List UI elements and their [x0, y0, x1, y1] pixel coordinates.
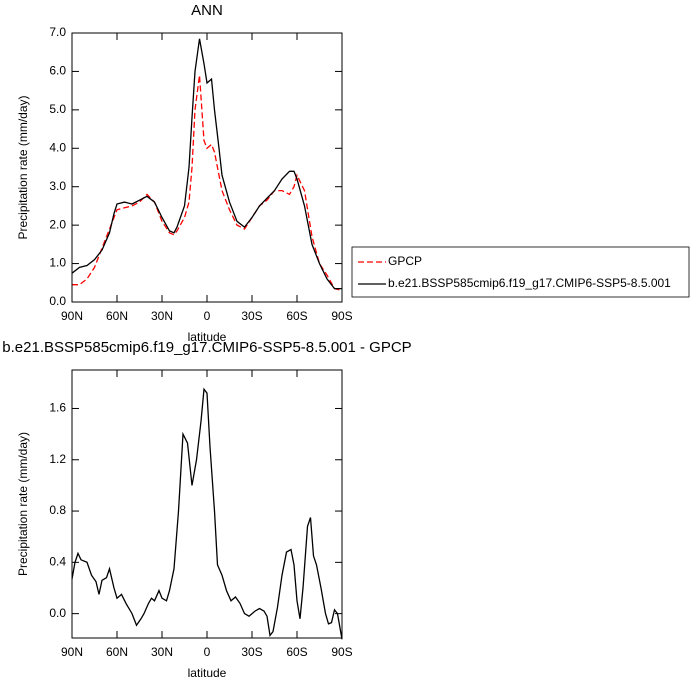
x-tick-label: 0	[204, 309, 211, 323]
x-tick-label: 30N	[151, 309, 173, 323]
panel: b.e21.BSSP585cmip6.f19_g17.CMIP6-SSP5-8.…	[2, 339, 411, 680]
y-tick-label: 0.0	[49, 606, 66, 620]
chart-title: b.e21.BSSP585cmip6.f19_g17.CMIP6-SSP5-8.…	[2, 339, 411, 356]
x-tick-label: 90N	[61, 645, 83, 659]
y-axis-label: Precipitation rate (mm/day)	[16, 432, 30, 576]
line-series	[71, 38, 342, 290]
x-tick-label: 90N	[61, 309, 83, 323]
x-axis-label: latitude	[188, 666, 227, 680]
y-tick-label: 4.0	[49, 140, 66, 154]
x-axis-label: latitude	[188, 330, 227, 344]
plot-frame	[71, 369, 343, 639]
legend-label: GPCP	[388, 254, 422, 268]
y-tick-label: 7.0	[49, 25, 66, 39]
y-tick-label: 2.0	[49, 217, 66, 231]
x-tick-label: 30N	[151, 645, 173, 659]
x-tick-label: 90S	[331, 645, 352, 659]
x-tick-label: 60N	[106, 645, 128, 659]
y-tick-label: 1.2	[49, 452, 66, 466]
x-tick-label: 0	[204, 645, 211, 659]
y-axis-label: Precipitation rate (mm/day)	[16, 95, 30, 239]
legend: GPCP b.e21.BSSP585cmip6.f19_g17.CMIP6-SSP…	[351, 246, 690, 298]
y-tick-label: 5.0	[49, 102, 66, 116]
legend-label: b.e21.BSSP585cmip6.f19_g17.CMIP6-SSP5-8.…	[388, 276, 671, 290]
plot-frame	[71, 32, 343, 303]
x-tick-label: 60S	[286, 645, 307, 659]
legend-box	[351, 246, 690, 298]
y-tick-label: 1.0	[49, 256, 66, 270]
y-tick-label: 6.0	[49, 64, 66, 78]
y-tick-label: 0.0	[49, 294, 66, 308]
x-tick-label: 30S	[241, 309, 262, 323]
x-tick-label: 60N	[106, 309, 128, 323]
y-tick-label: 0.8	[49, 503, 66, 517]
panel: ANN latitude Precipitation rate (mm/day) 90…	[16, 2, 690, 344]
line-series	[71, 387, 343, 640]
x-tick-label: 30S	[241, 645, 262, 659]
y-tick-label: 3.0	[49, 179, 66, 193]
y-tick-label: 1.6	[49, 401, 66, 415]
x-tick-label: 60S	[286, 309, 307, 323]
y-tick-label: 0.4	[49, 555, 66, 569]
x-tick-label: 90S	[331, 309, 352, 323]
chart-title: ANN	[191, 2, 223, 19]
line-series	[72, 75, 343, 292]
